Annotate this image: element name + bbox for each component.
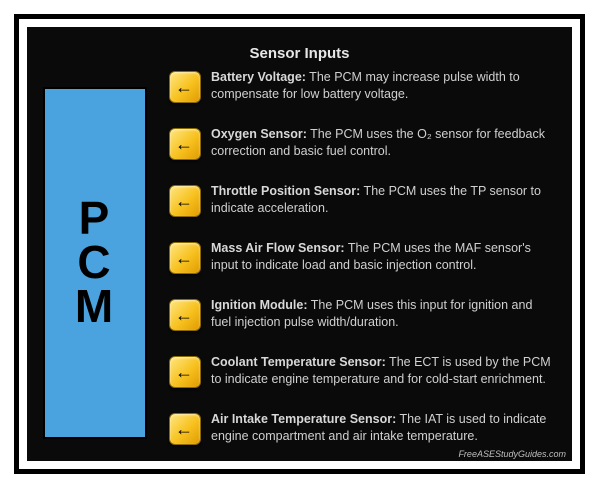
item-label: Battery Voltage: xyxy=(211,70,306,84)
arrow-left-icon: ← xyxy=(169,299,201,331)
watermark-text: FreeASEStudyGuides.com xyxy=(458,449,566,459)
arrow-glyph: ← xyxy=(175,135,193,153)
arrow-left-icon: ← xyxy=(169,413,201,445)
item-text: Battery Voltage: The PCM may increase pu… xyxy=(211,69,562,103)
item-label: Mass Air Flow Sensor: xyxy=(211,241,345,255)
item-text: Coolant Temperature Sensor: The ECT is u… xyxy=(211,354,562,388)
item-text: Throttle Position Sensor: The PCM uses t… xyxy=(211,183,562,217)
item-text: Oxygen Sensor: The PCM uses the O₂ senso… xyxy=(211,126,562,160)
list-item: ← Battery Voltage: The PCM may increase … xyxy=(169,69,562,113)
item-text: Ignition Module: The PCM uses this input… xyxy=(211,297,562,331)
list-item: ← Ignition Module: The PCM uses this inp… xyxy=(169,297,562,341)
arrow-left-icon: ← xyxy=(169,71,201,103)
list-item: ← Coolant Temperature Sensor: The ECT is… xyxy=(169,354,562,398)
section-title: Sensor Inputs xyxy=(27,45,572,62)
pcm-letter-m: M xyxy=(75,285,115,329)
arrow-glyph: ← xyxy=(175,363,193,381)
item-label: Throttle Position Sensor: xyxy=(211,184,360,198)
pcm-module-box: P C M xyxy=(43,87,147,439)
arrow-left-icon: ← xyxy=(169,185,201,217)
arrow-glyph: ← xyxy=(175,249,193,267)
item-label: Oxygen Sensor: xyxy=(211,127,307,141)
item-label: Ignition Module: xyxy=(211,298,308,312)
arrow-glyph: ← xyxy=(175,420,193,438)
arrow-left-icon: ← xyxy=(169,242,201,274)
list-item: ← Oxygen Sensor: The PCM uses the O₂ sen… xyxy=(169,126,562,170)
item-label: Coolant Temperature Sensor: xyxy=(211,355,386,369)
outer-frame: Sensor Inputs P C M ← Battery Voltage: T… xyxy=(14,14,585,474)
pcm-letter-p: P xyxy=(79,197,112,241)
list-item: ← Mass Air Flow Sensor: The PCM uses the… xyxy=(169,240,562,284)
arrow-glyph: ← xyxy=(175,78,193,96)
pcm-letter-c: C xyxy=(77,241,112,285)
arrow-glyph: ← xyxy=(175,306,193,324)
arrow-glyph: ← xyxy=(175,192,193,210)
item-text: Air Intake Temperature Sensor: The IAT i… xyxy=(211,411,562,445)
diagram-canvas: Sensor Inputs P C M ← Battery Voltage: T… xyxy=(27,27,572,461)
list-item: ← Throttle Position Sensor: The PCM uses… xyxy=(169,183,562,227)
arrow-left-icon: ← xyxy=(169,356,201,388)
arrow-left-icon: ← xyxy=(169,128,201,160)
sensor-input-list: ← Battery Voltage: The PCM may increase … xyxy=(169,69,562,455)
item-label: Air Intake Temperature Sensor: xyxy=(211,412,396,426)
item-text: Mass Air Flow Sensor: The PCM uses the M… xyxy=(211,240,562,274)
